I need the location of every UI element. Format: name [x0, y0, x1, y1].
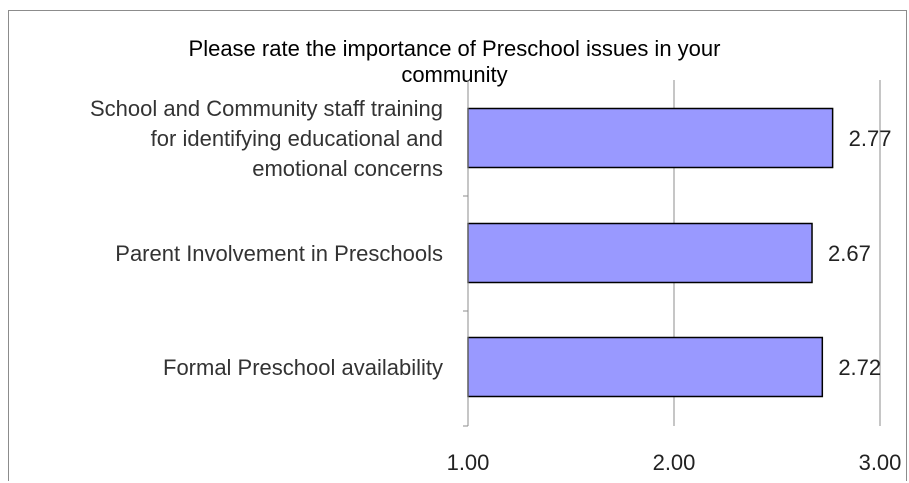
value-label-staff-training: 2.77	[849, 126, 892, 151]
value-axis	[463, 80, 469, 427]
chart-title: Please rate the importance of Preschool …	[0, 36, 909, 88]
category-label-staff-training-line-1: School and Community staff training	[90, 96, 443, 121]
bars	[467, 107, 834, 398]
value-label-parent-involvement: 2.67	[828, 241, 871, 266]
x-tick-label-3: 3.00	[859, 450, 902, 475]
category-label-preschool-availability-line-1: Formal Preschool availability	[163, 355, 443, 380]
chart-title-line-1: Please rate the importance of Preschool …	[188, 36, 721, 61]
category-label-parent-involvement-line-1: Parent Involvement in Preschools	[115, 241, 443, 266]
value-label-preschool-availability: 2.72	[838, 355, 881, 380]
category-label-parent-involvement: Parent Involvement in Preschools	[115, 241, 443, 266]
category-label-preschool-availability: Formal Preschool availability	[163, 355, 443, 380]
bar-staff-training	[467, 107, 834, 169]
bar-preschool-availability	[467, 336, 824, 398]
chart-title-line-2: community	[401, 62, 508, 87]
category-label-staff-training-line-3: emotional concerns	[252, 156, 443, 181]
x-tick-label-2: 2.00	[653, 450, 696, 475]
category-label-staff-training-line-2: for identifying educational and	[151, 126, 443, 151]
category-label-staff-training: School and Community staff training for i…	[90, 96, 443, 181]
x-tick-label-1: 1.00	[447, 450, 490, 475]
bar-parent-involvement	[467, 222, 813, 284]
labels: School and Community staff training for i…	[90, 96, 901, 475]
